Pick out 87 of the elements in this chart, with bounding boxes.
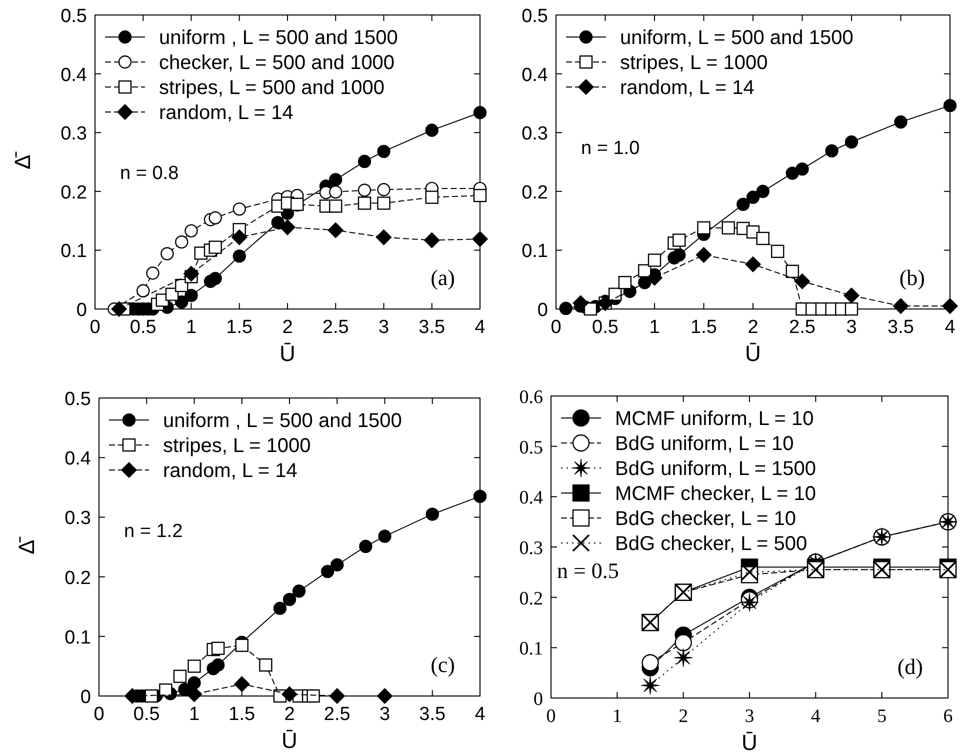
x-tick-label: 3: [846, 317, 857, 338]
x-tick-label: 2.5: [322, 317, 349, 338]
x-tick-label: 1.5: [228, 704, 256, 725]
x-axis-title: Ū: [282, 728, 298, 753]
legend-label: uniform , L = 500 and 1500: [159, 27, 398, 49]
x-tick-label: 4: [474, 317, 486, 338]
x-tick-label: 3: [378, 317, 390, 338]
x-tick-label: 3: [379, 704, 390, 725]
legend-label: stripes, L = 500 and 1000: [159, 77, 385, 99]
x-tick-label: 2: [678, 706, 688, 727]
x-axis-title: Ū: [745, 341, 761, 366]
x-tick-label: 5: [877, 706, 887, 727]
y-tick-label: 0.1: [522, 241, 548, 262]
y-tick-label: 0.1: [64, 627, 91, 648]
y-tick-label: 0.5: [60, 6, 87, 27]
y-tick-label: 0.3: [64, 508, 91, 530]
x-tick-label: 2.5: [324, 704, 350, 725]
x-tick-label: 1.5: [690, 317, 717, 338]
y-tick-label: 0.2: [522, 182, 548, 204]
x-tick-label: 1: [186, 317, 197, 338]
y-tick-label: 0.4: [519, 488, 544, 509]
legend-label: random, L = 14: [620, 77, 754, 99]
annotation: n = 0.5: [557, 558, 619, 583]
x-tick-label: 4: [810, 706, 821, 727]
y-tick-label: 0.2: [519, 588, 543, 610]
y-tick-label: 0.4: [64, 448, 92, 470]
legend-label: BdG uniform, L = 10: [615, 433, 794, 455]
y-tick-label: 0.6: [519, 387, 543, 408]
legend-label: uniform, L = 500 and 1500: [620, 27, 854, 49]
x-tick-label: 1: [188, 704, 200, 725]
y-tick-label: 0.3: [519, 538, 543, 559]
x-tick-label: 4: [944, 317, 956, 338]
x-tick-label: 2.5: [789, 317, 816, 338]
legend-label: MCMF checker, L = 10: [615, 483, 816, 505]
y-tick-label: 0.3: [522, 124, 548, 145]
x-tick-label: 2: [284, 704, 295, 725]
x-tick-label: 3.5: [419, 704, 446, 725]
y-tick-label: 0: [537, 300, 548, 321]
x-tick-label: 0.5: [592, 317, 618, 338]
legend-label: stripes, L = 1000: [620, 52, 768, 74]
x-tick-label: 0.5: [130, 317, 156, 338]
x-tick-label: 0: [550, 317, 562, 338]
y-axis-title: Δ̄: [14, 536, 39, 554]
annotation: n = 1.0: [581, 138, 640, 159]
y-tick-label: 0.5: [522, 6, 548, 27]
x-tick-label: 1: [649, 317, 660, 338]
y-tick-label: 0.2: [60, 182, 87, 204]
legend-label: uniform , L = 500 and 1500: [163, 410, 402, 432]
legend-label: stripes, L = 1000: [163, 435, 311, 457]
legend-label: checker, L = 500 and 1000: [159, 52, 395, 74]
legend-label: BdG checker, L = 10: [615, 508, 796, 530]
x-tick-label: 3: [744, 706, 754, 727]
x-tick-label: 2: [748, 317, 758, 338]
y-tick-label: 0.3: [60, 124, 87, 145]
y-tick-label: 0: [534, 689, 543, 710]
legend-label: BdG checker, L = 500: [615, 533, 808, 555]
y-tick-label: 0.5: [519, 437, 543, 458]
annotation: n = 0.8: [120, 163, 179, 184]
x-tick-label: 1.5: [226, 317, 253, 338]
x-tick-label: 4: [474, 704, 486, 725]
y-tick-label: 0.4: [522, 64, 548, 86]
x-axis-title: Ū: [280, 341, 296, 366]
x-tick-label: 3.5: [418, 317, 446, 338]
x-tick-label: 0: [94, 704, 104, 725]
legend-label: random, L = 14: [163, 460, 298, 482]
annotation: (b): [899, 265, 925, 290]
y-tick-label: 0.1: [60, 241, 87, 262]
x-tick-label: 3.5: [888, 317, 914, 338]
y-tick-label: 0.2: [64, 568, 91, 589]
y-tick-label: 0.1: [519, 638, 543, 660]
annotation: (d): [897, 654, 923, 679]
x-tick-label: 6: [943, 706, 953, 727]
y-tick-label: 0: [80, 687, 91, 708]
y-axis-title: Δ̄: [10, 152, 35, 170]
annotation: (a): [430, 265, 455, 290]
y-tick-label: 0.4: [60, 64, 88, 86]
x-axis-title: Ū: [742, 730, 758, 755]
y-tick-label: 0: [76, 300, 87, 321]
legend-label: BdG uniform, L = 1500: [615, 458, 816, 480]
x-tick-label: 2: [282, 317, 293, 338]
x-tick-label: 0.5: [133, 704, 160, 725]
annotation: n = 1.2: [124, 521, 183, 542]
legend-label: MCMF uniform, L = 10: [615, 408, 814, 430]
legend-label: random, L = 14: [159, 102, 294, 124]
y-tick-label: 0.5: [64, 389, 91, 410]
annotation: (c): [430, 652, 455, 677]
x-tick-label: 1: [612, 706, 622, 727]
